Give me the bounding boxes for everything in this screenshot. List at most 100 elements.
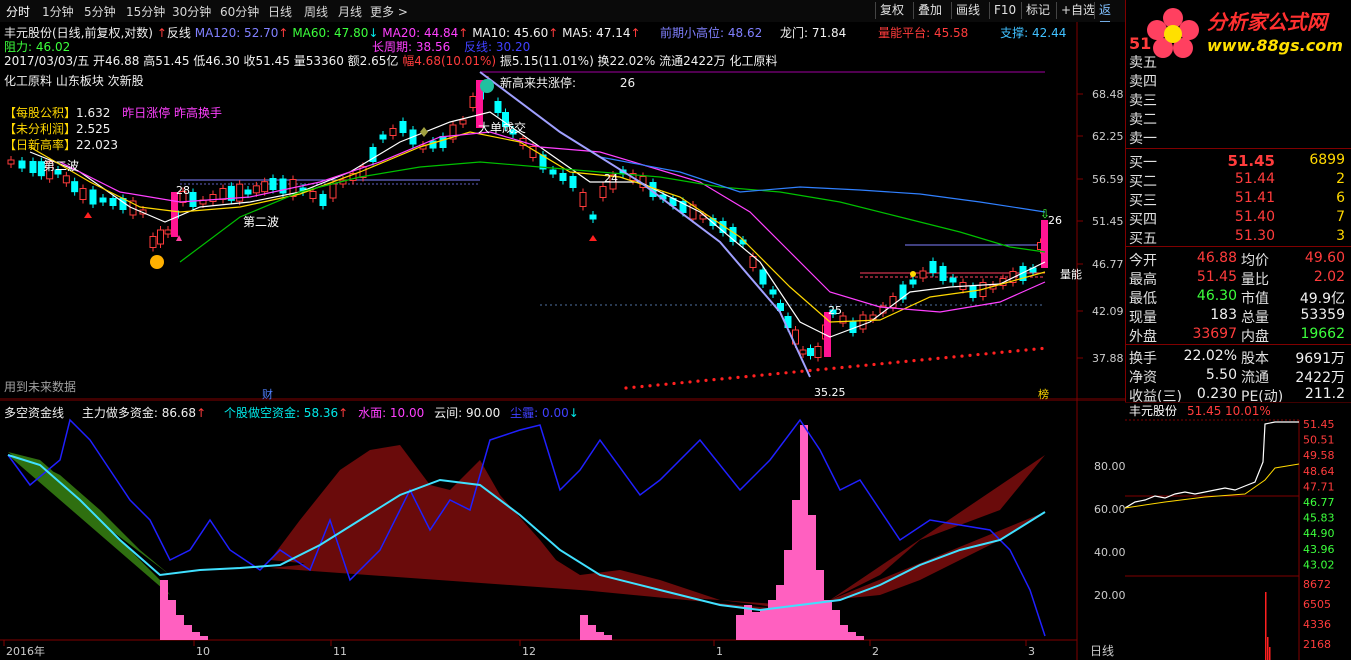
draw-line-button[interactable]: 画线 (951, 2, 984, 19)
profit-value: 2.525 (76, 122, 111, 136)
date-tick: 10 (196, 645, 210, 658)
book-price: 51.44 (1234, 171, 1275, 187)
book-label: 卖二 (1129, 112, 1157, 128)
mini-price-line (1125, 421, 1299, 509)
order-book-row[interactable]: 买三 51.41 6 (1125, 190, 1351, 209)
period-label: 日线 (1090, 644, 1114, 658)
stat-value: 49.60 (1304, 250, 1345, 266)
stat-label: 收益(三) (1129, 389, 1182, 405)
count-label: 26 (1048, 214, 1062, 227)
stat-row: 外盘 33697 内盘 19662 (1125, 326, 1351, 345)
back-button[interactable]: 返回 (1094, 2, 1125, 34)
ma-line (59, 131, 1046, 313)
add-watchlist-button[interactable]: +自选 (1056, 2, 1099, 19)
candle (99, 197, 107, 203)
support-dot (880, 362, 884, 366)
tab-5min[interactable]: 5分钟 (84, 5, 116, 19)
support-dot (1016, 349, 1020, 353)
stat-label: 外盘 (1129, 329, 1157, 345)
mini-tick: 43.02 (1303, 558, 1335, 571)
stat-value: 0.230 (1196, 386, 1237, 402)
tab-timeshare[interactable]: 分时 (6, 5, 31, 19)
stat-value: 5.50 (1205, 367, 1237, 383)
support-value: 支撑: 42.44 (1000, 26, 1067, 40)
candle (449, 124, 457, 140)
order-book-row[interactable]: 买五 51.30 3 (1125, 228, 1351, 247)
intraday-mini-chart[interactable]: 丰元股份 51.45 10.01% 51.45 50.51 49.58 48.64 47… (1125, 402, 1351, 660)
day-swing: 振5.15(11.01%) 换22.02% 流通2422万 化工原料 (499, 54, 778, 68)
haze-level: 尘霾: 0.00 (510, 406, 569, 420)
star-icon (176, 235, 182, 241)
quote-panel: 51 卖五 卖四 卖三 卖二 卖一 买一 51.45 6899 买二 51.44 2 买三 51.41… (1125, 32, 1351, 405)
volume-energy-label: 量能 (1060, 267, 1082, 281)
price-tick: 42.09 (1092, 305, 1124, 318)
candle (1041, 220, 1048, 268)
date-axis: 2016年 10 11 12 1 2 3 (3, 640, 1035, 658)
support-dot (624, 386, 628, 390)
book-label: 卖一 (1129, 131, 1157, 147)
tab-more[interactable]: 更多 > (370, 5, 408, 19)
mini-tick: 49.58 (1303, 449, 1335, 462)
tab-weekly[interactable]: 周线 (304, 5, 329, 19)
pink-bar (816, 570, 824, 640)
candle (824, 312, 831, 357)
book-label: 卖四 (1129, 74, 1157, 90)
stat-value: 19662 (1300, 326, 1345, 342)
candle (539, 154, 547, 170)
stat-value: 33697 (1192, 326, 1237, 342)
candle (389, 128, 397, 136)
big-deal-label: 大单成交 (478, 120, 526, 135)
candle (309, 191, 317, 199)
finance-mark[interactable]: 财 (262, 387, 273, 400)
overlay-button[interactable]: 叠加 (913, 2, 946, 19)
eps-value: 1.632 (76, 106, 111, 120)
support-dot (872, 362, 876, 367)
ranking-mark[interactable]: 榜 (1038, 387, 1049, 400)
support-dot (688, 380, 692, 384)
order-book-row[interactable]: 卖二 (1125, 109, 1351, 128)
order-book-row[interactable]: 卖四 (1125, 71, 1351, 90)
f10-button[interactable]: F10 (989, 2, 1020, 19)
ma-line (29, 131, 1046, 323)
candle (71, 181, 79, 193)
order-book-row[interactable]: 卖五 (1125, 52, 1351, 71)
kline-chart[interactable]: ⇩ 第二波 第二波 大单成交 28 24 25 35.25 26 量能 财 榜 … (0, 22, 1125, 400)
restore-right-button[interactable]: 复权 (875, 2, 908, 19)
second-wave-label: 第二波 (243, 215, 279, 229)
tab-daily[interactable]: 日线 (268, 5, 293, 19)
support-dot (848, 365, 852, 369)
pink-bar (596, 632, 604, 640)
order-book-row[interactable]: 卖一 (1125, 128, 1351, 147)
header-line-1: 丰元股份(日线,前复权,对数) ↑反线 MA120: 52.70↑ MA60: … (4, 26, 641, 40)
order-book-row[interactable]: 买四 51.40 7 (1125, 209, 1351, 228)
tab-60min[interactable]: 60分钟 (220, 5, 260, 19)
pink-bar (744, 605, 752, 640)
mini-tick: 48.64 (1303, 465, 1335, 478)
order-book-row[interactable]: 卖三 (1125, 90, 1351, 109)
candle (759, 269, 767, 285)
book-label: 买三 (1129, 193, 1157, 209)
tab-15min[interactable]: 15分钟 (126, 5, 166, 19)
candle (899, 284, 907, 300)
book-price: 51.30 (1234, 228, 1275, 244)
book-price: 51.45 (1227, 152, 1275, 170)
order-book-row[interactable]: 买二 51.44 2 (1125, 171, 1351, 190)
tab-30min[interactable]: 30分钟 (172, 5, 212, 19)
tab-monthly[interactable]: 月线 (338, 5, 363, 19)
stat-label: 换手 (1129, 351, 1157, 367)
mini-avg-line (1125, 463, 1300, 509)
eps-label: 【每股公积】 (4, 106, 77, 120)
order-book-row[interactable]: 买一 51.45 6899 (1125, 152, 1351, 171)
today-value: 22.023 (76, 138, 119, 152)
candle (252, 185, 260, 194)
mark-button[interactable]: 标记 (1021, 2, 1054, 19)
support-dot (832, 366, 836, 370)
candle (46, 161, 54, 180)
anti-arrow-icon: ↑ (156, 26, 167, 40)
anti-label: 反线 (166, 26, 191, 40)
candle (969, 286, 977, 298)
tab-1min[interactable]: 1分钟 (42, 5, 74, 19)
ma-lines (29, 111, 1046, 338)
candle (54, 169, 62, 175)
